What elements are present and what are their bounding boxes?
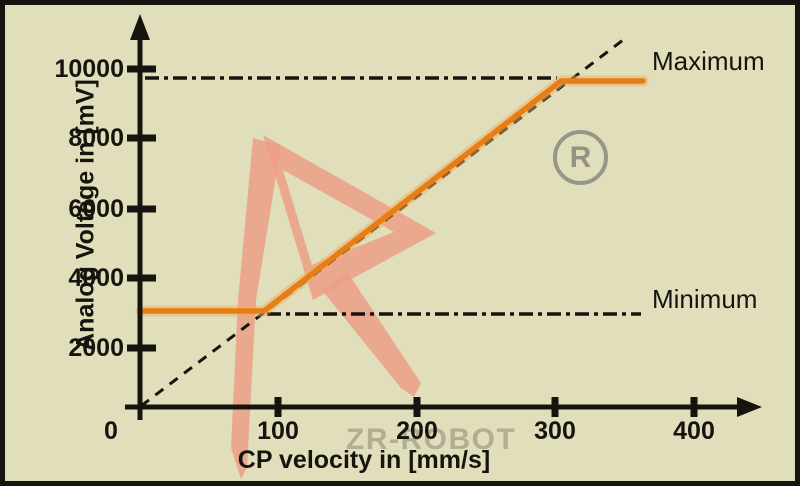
voltage-curve-halo bbox=[135, 75, 649, 317]
y-axis-title: Analog Voltage in [mV] bbox=[71, 79, 100, 351]
y-tick-label-4000: 4000 bbox=[68, 264, 124, 292]
y-tick-label-10000: 10000 bbox=[54, 55, 124, 83]
x-tick-label-400: 400 bbox=[673, 417, 715, 445]
x-tick-label-300: 300 bbox=[534, 417, 576, 445]
y-axis-arrowhead bbox=[130, 14, 150, 40]
x-tick-label-200: 200 bbox=[396, 417, 438, 445]
x-tick-label-100: 100 bbox=[257, 417, 299, 445]
x-axis-title: CP velocity in [mm/s] bbox=[237, 446, 491, 474]
logo-bowl bbox=[263, 135, 436, 300]
voltage-curve bbox=[138, 78, 646, 314]
logo-leg bbox=[321, 273, 421, 397]
minimum-label: Minimum bbox=[652, 284, 758, 314]
x-tick-label-0: 0 bbox=[104, 417, 118, 445]
registered-trademark-icon: R bbox=[553, 130, 608, 185]
y-tick-label-2000: 2000 bbox=[68, 334, 124, 362]
logo-left-stroke bbox=[231, 138, 281, 479]
y-axis-ticks bbox=[127, 65, 156, 352]
x-axis-arrowhead bbox=[737, 397, 762, 417]
maximum-label: Maximum bbox=[652, 46, 765, 76]
y-tick-label-8000: 8000 bbox=[68, 124, 124, 152]
brand-logo-watermark bbox=[231, 135, 436, 479]
x-axis-ticks bbox=[274, 397, 698, 417]
registered-letter: R bbox=[569, 141, 592, 174]
brand-watermark-text: ZR-ROBOT bbox=[346, 423, 517, 456]
y-tick-label-6000: 6000 bbox=[68, 195, 124, 223]
